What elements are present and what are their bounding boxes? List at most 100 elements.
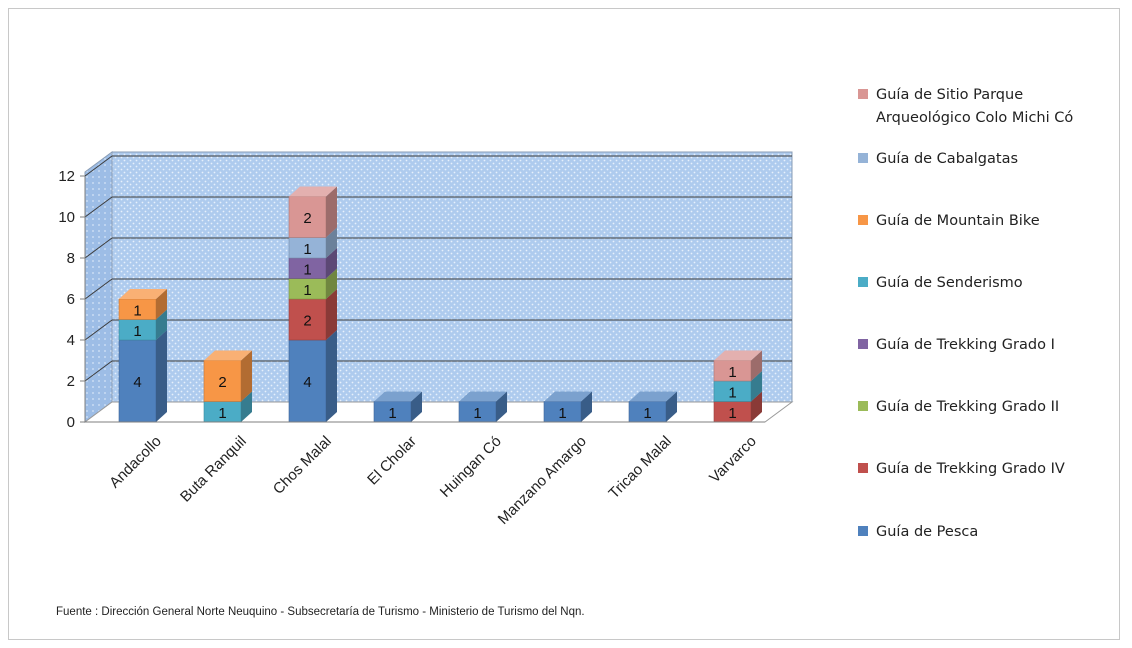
legend-swatch <box>858 153 868 163</box>
bar-segment: 1 <box>203 391 252 423</box>
y-tick-label: 10 <box>58 209 75 226</box>
chart-floor <box>83 401 794 423</box>
bar-value-label: 1 <box>133 323 141 340</box>
x-tick-label: Chos Malal <box>270 433 335 498</box>
bar-value-label: 1 <box>303 261 311 278</box>
y-tick-label: 12 <box>58 168 75 185</box>
bar-value-label: 1 <box>558 405 566 422</box>
x-tick-label: Varvarco <box>706 433 760 487</box>
gridline-side <box>84 155 113 177</box>
bar-side <box>326 289 337 340</box>
bar-side <box>666 391 677 422</box>
legend-swatch <box>858 401 868 411</box>
bar-top <box>544 391 592 402</box>
bar-front <box>288 339 327 423</box>
bar-segment: 4 <box>288 330 337 423</box>
bar-segment: 2 <box>203 350 252 402</box>
legend-swatch <box>858 89 868 99</box>
bar-side <box>156 289 167 320</box>
bar-value-label: 1 <box>388 405 396 422</box>
bar-side <box>326 268 337 299</box>
bar-segment: 1 <box>288 248 337 279</box>
bar-top <box>289 186 337 197</box>
bar-side <box>326 227 337 258</box>
legend-label: Guía de Trekking Grado IV <box>876 461 1065 477</box>
legend-swatch <box>858 215 868 225</box>
bar-side <box>241 391 252 422</box>
bar-side <box>156 330 167 422</box>
gridline-side <box>84 237 113 259</box>
bar-side <box>581 391 592 422</box>
chart-side-wall <box>84 151 113 423</box>
bar-segment: 1 <box>458 391 507 423</box>
legend-item: Guía de Trekking Grado IV <box>858 458 1065 481</box>
bar-side <box>751 391 762 422</box>
source-note: Fuente : Dirección General Norte Neuquin… <box>56 606 585 618</box>
legend-swatch <box>858 339 868 349</box>
x-tick-label: Huingan Có <box>437 433 505 501</box>
x-tick-label: Andacollo <box>106 433 165 492</box>
legend-item: Guía de Trekking Grado II <box>858 396 1059 419</box>
bar-value-label: 1 <box>728 384 736 401</box>
bar-value-label: 2 <box>303 210 311 227</box>
bar-side <box>326 330 337 422</box>
bar-value-label: 2 <box>303 313 311 330</box>
bar-segment: 2 <box>288 186 337 238</box>
bar-side <box>411 391 422 422</box>
bar-segment: 1 <box>713 371 762 402</box>
legend-swatch <box>858 463 868 473</box>
bar-front <box>288 298 327 341</box>
bar-top <box>629 391 677 402</box>
bar-value-label: 1 <box>643 405 651 422</box>
bar-side <box>496 391 507 422</box>
bar-value-label: 1 <box>473 405 481 422</box>
bar-side <box>326 248 337 279</box>
legend-label: Guía de Trekking Grado II <box>876 399 1060 415</box>
legend-swatch <box>858 277 868 287</box>
gridline-side <box>84 278 113 300</box>
y-tick-label: 6 <box>67 291 75 308</box>
x-tick-label: Tricao Malal <box>605 433 674 502</box>
bar-value-label: 4 <box>303 374 311 391</box>
legend-item: Guía de Mountain Bike <box>858 210 1040 233</box>
y-tick-label: 8 <box>67 250 75 267</box>
bar-value-label: 1 <box>303 282 311 299</box>
legend-label: Guía de Trekking Grado I <box>876 337 1055 353</box>
legend-label: Guía de Mountain Bike <box>876 213 1040 229</box>
bar-top <box>374 391 422 402</box>
x-tick-label: Buta Ranquil <box>177 433 250 506</box>
legend-item: Guía de Senderismo <box>858 272 1023 295</box>
bar-top <box>204 350 252 361</box>
bar-segment: 1 <box>288 227 337 259</box>
legend-item: Guía de Cabalgatas <box>858 148 1018 171</box>
bar-value-label: 1 <box>728 405 736 422</box>
bar-value-label: 1 <box>728 364 736 381</box>
bar-segment: 4 <box>118 330 167 423</box>
bar-side <box>751 371 762 402</box>
legend-item: Guía de Trekking Grado I <box>858 334 1055 357</box>
bar-value-label: 2 <box>218 374 226 391</box>
gridline-side <box>84 319 113 341</box>
legend-label: Guía de Cabalgatas <box>876 151 1019 167</box>
bar-value-label: 1 <box>303 241 311 258</box>
y-tick-label: 2 <box>67 373 75 390</box>
bar-top <box>714 350 762 361</box>
x-tick-label: El Cholar <box>364 433 420 489</box>
x-tick-label: Manzano Amargo <box>495 433 590 528</box>
legend-label: Guía de Senderismo <box>876 275 1023 291</box>
y-tick-label: 4 <box>67 332 75 349</box>
bar-top <box>459 391 507 402</box>
bar-side <box>156 309 167 340</box>
bar-segment: 2 <box>288 289 337 341</box>
bar-segment: 1 <box>713 391 762 423</box>
bar-segment: 1 <box>373 391 422 423</box>
bar-front <box>288 196 327 238</box>
legend-swatch <box>858 526 868 536</box>
bar-segment: 1 <box>713 350 762 382</box>
bar-side <box>326 186 337 238</box>
y-tick-label: 0 <box>67 414 75 431</box>
legend-item: Guía de Sitio Parque Arqueológico Colo M… <box>858 84 1116 130</box>
bar-value-label: 1 <box>133 302 141 319</box>
gridline-side <box>84 360 113 382</box>
